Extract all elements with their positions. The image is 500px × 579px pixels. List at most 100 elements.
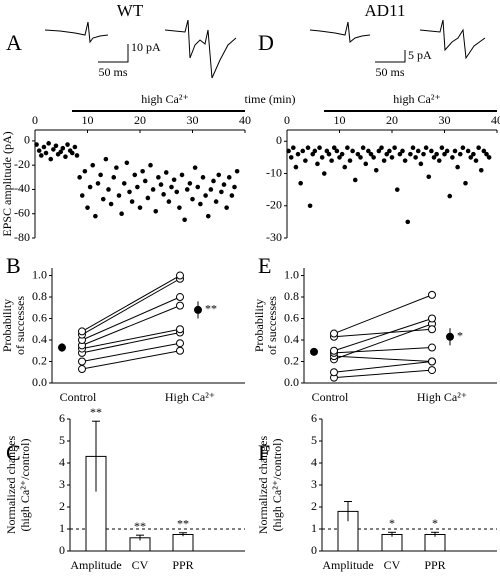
point [428, 357, 436, 366]
point [317, 145, 322, 151]
point [428, 366, 436, 375]
y-tick-label: 3 [59, 477, 65, 491]
pair-line [81, 328, 181, 350]
column-title: WT [117, 1, 144, 20]
point [291, 145, 296, 151]
x-tick-label: 10 [82, 113, 94, 127]
point [486, 155, 492, 160]
point [90, 162, 96, 168]
scale-label: 50 ms [98, 65, 127, 79]
bar [172, 534, 194, 552]
point [421, 151, 426, 157]
x-tick-label: 20 [134, 113, 146, 127]
x-tick-label: 0 [284, 113, 290, 127]
panel-letter: E [258, 253, 271, 278]
point [400, 148, 405, 154]
point [187, 181, 193, 186]
y-tick-label: 0.8 [284, 289, 299, 303]
pair-line [81, 296, 181, 341]
point [174, 189, 180, 195]
y-tick-label: -60 [14, 205, 30, 219]
annotation: * [389, 516, 395, 530]
point [431, 155, 437, 160]
point [171, 177, 177, 183]
y-tick-label: 3 [311, 477, 317, 491]
pair-line [333, 355, 433, 363]
point [358, 155, 363, 160]
point [78, 327, 86, 336]
point [77, 175, 82, 180]
annotation: high Ca²⁺ [393, 92, 441, 106]
point [373, 167, 379, 173]
x-tick-label: CV [384, 558, 401, 572]
point [347, 158, 353, 163]
point [452, 148, 458, 154]
point [127, 189, 132, 195]
point [211, 178, 216, 184]
point [476, 145, 481, 151]
pair-line [333, 328, 433, 338]
y-tick-label: 0 [276, 133, 282, 147]
point [232, 184, 237, 190]
x-tick-label: 30 [187, 113, 199, 127]
point [450, 155, 455, 160]
y-tick-label: 0.6 [284, 310, 299, 324]
point [465, 148, 471, 154]
y-tick-label: -30 [266, 230, 282, 244]
x-tick-label: High Ca²⁺ [417, 390, 467, 404]
point [473, 158, 479, 163]
pair-line [81, 275, 181, 332]
point [457, 151, 463, 157]
y-axis-label: Probability [252, 299, 266, 352]
point [153, 209, 159, 214]
panel-letter: D [258, 30, 274, 55]
y-tick-label: 1 [311, 521, 317, 535]
annotation: ** [205, 302, 217, 316]
point [176, 346, 184, 355]
trace [309, 21, 371, 43]
point [36, 148, 42, 153]
x-tick-label: Control [60, 390, 97, 404]
point [198, 201, 203, 207]
point [108, 201, 114, 207]
y-axis-label: Probability [0, 299, 14, 352]
scale-label: 50 ms [375, 65, 404, 79]
x-tick-label: PPR [172, 558, 193, 572]
point [442, 151, 447, 157]
point [394, 187, 400, 192]
scale-label: 5 pA [408, 48, 432, 62]
annotation: * [457, 329, 463, 343]
x-axis-label: time (min) [245, 92, 296, 106]
y-tick-label: 0.4 [284, 332, 299, 346]
annotation: ** [134, 519, 146, 533]
point [481, 148, 487, 154]
point [326, 151, 332, 157]
point [114, 165, 119, 170]
y-tick-label: 1 [59, 521, 65, 535]
point [434, 151, 439, 157]
point [423, 145, 429, 151]
point [387, 148, 392, 154]
pair-line [333, 347, 433, 354]
point [219, 189, 224, 195]
mean-point [446, 332, 454, 341]
point [331, 145, 337, 151]
point [436, 158, 442, 163]
point [78, 365, 86, 374]
mean-point [310, 347, 318, 356]
point [339, 151, 345, 157]
y-tick-label: 4 [311, 455, 317, 469]
pair-line [333, 361, 433, 373]
point [293, 164, 299, 170]
point [376, 148, 382, 154]
point [229, 193, 235, 198]
trace [164, 19, 237, 79]
trace [44, 21, 109, 44]
y-axis-label: of successes [13, 296, 27, 355]
point [300, 148, 306, 154]
point [137, 205, 143, 210]
point [366, 148, 371, 154]
y-tick-label: 1.0 [284, 267, 299, 281]
